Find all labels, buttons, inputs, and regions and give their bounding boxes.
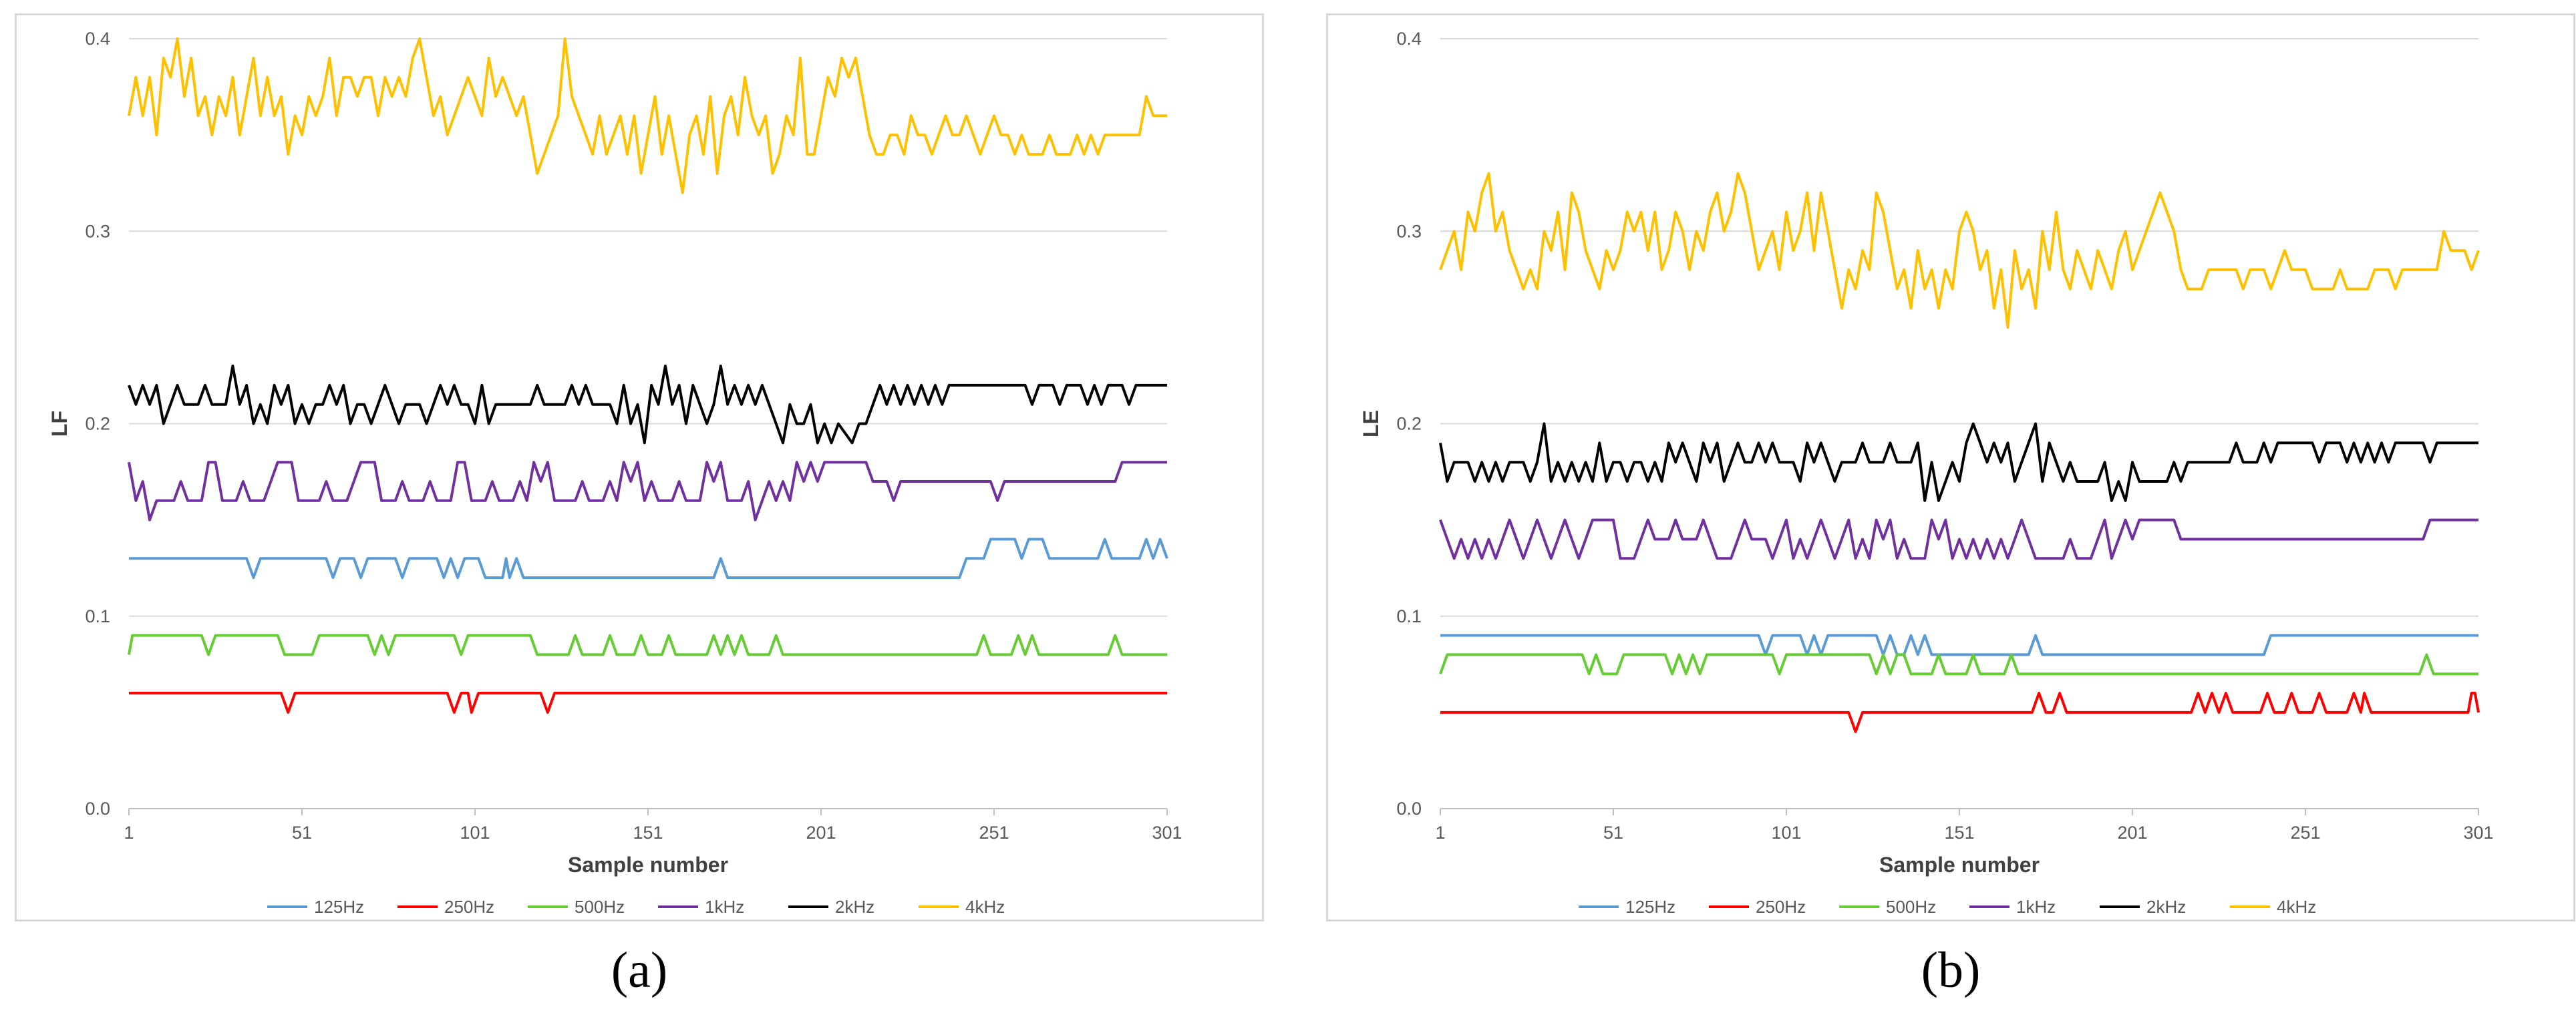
x-axis-title: Sample number bbox=[1879, 853, 2040, 877]
series-line-1khz bbox=[1439, 518, 2478, 560]
x-tick-label: 51 bbox=[292, 823, 312, 843]
caption-b: (b) bbox=[1921, 942, 1981, 998]
series-line-125hz bbox=[1440, 634, 2478, 656]
x-tick-label: 101 bbox=[1771, 823, 1801, 843]
series-line-4khz bbox=[128, 37, 1167, 194]
legend-label-125hz: 125Hz bbox=[314, 897, 364, 917]
legend-label-1khz: 1kHz bbox=[705, 897, 744, 917]
chart-panel-b: 0.0 0.1 0.2 0.3 0.4 1 51 101 151 201 251 301 Sample … bbox=[1326, 13, 2575, 921]
legend-label-2khz: 2kHz bbox=[2146, 897, 2186, 917]
legend-label-4khz: 4kHz bbox=[965, 897, 1005, 917]
x-tick-label: 251 bbox=[979, 823, 1009, 843]
y-tick-label: 0.4 bbox=[1396, 29, 1422, 49]
x-tick-label: 1 bbox=[1435, 823, 1445, 843]
y-tick-label: 0.1 bbox=[85, 606, 110, 626]
series-line-1khz bbox=[128, 461, 1167, 522]
y-tick-label: 0.3 bbox=[1396, 221, 1422, 241]
legend-label-125hz: 125Hz bbox=[1625, 897, 1675, 917]
x-tick-label: 301 bbox=[2463, 823, 2493, 843]
legend-label-500hz: 500Hz bbox=[1886, 897, 1936, 917]
y-tick-label: 0.2 bbox=[1396, 414, 1422, 434]
x-tick-label: 301 bbox=[1152, 823, 1182, 843]
x-tick-label: 151 bbox=[1944, 823, 1974, 843]
legend-label-500hz: 500Hz bbox=[575, 897, 625, 917]
x-tick-label: 51 bbox=[1603, 823, 1623, 843]
y-tick-label: 0.2 bbox=[85, 414, 110, 434]
series-line-500hz bbox=[128, 634, 1167, 656]
y-tick-label: 0.4 bbox=[85, 29, 110, 49]
x-tick-label: 101 bbox=[460, 823, 490, 843]
y-axis-title: LE bbox=[1359, 410, 1383, 437]
series-line-2khz bbox=[1439, 422, 2478, 502]
x-tick-label: 201 bbox=[806, 823, 836, 843]
series-line-250hz bbox=[1440, 692, 2480, 733]
y-tick-label: 0.3 bbox=[85, 221, 110, 241]
legend-label-2khz: 2kHz bbox=[835, 897, 874, 917]
caption-a: (a) bbox=[611, 942, 668, 998]
y-tick-label: 0.1 bbox=[1396, 606, 1422, 626]
y-tick-label: 0.0 bbox=[1396, 799, 1422, 819]
legend-label-250hz: 250Hz bbox=[444, 897, 494, 917]
legend-label-250hz: 250Hz bbox=[1756, 897, 1806, 917]
x-tick-label: 1 bbox=[124, 823, 134, 843]
chart-b: 0.00.10.20.30.41 51 101 151 201 251 301Sample … bbox=[1359, 29, 2494, 917]
series-line-2khz bbox=[128, 365, 1167, 445]
chart-a: 0.00.10.20.30.41 51 101 151 201 251 301Sample … bbox=[47, 29, 1182, 917]
chart-panel-a: 0.0 0.1 0.2 0.3 0.4 1 51 101 151 201 251 301 Sample … bbox=[15, 13, 1264, 921]
series-line-125hz bbox=[129, 538, 1168, 580]
legend-label-4khz: 4kHz bbox=[2277, 897, 2316, 917]
series-line-4khz bbox=[1439, 172, 2480, 329]
x-tick-label: 201 bbox=[2117, 823, 2147, 843]
legend-label-1khz: 1kHz bbox=[2016, 897, 2056, 917]
x-tick-label: 151 bbox=[633, 823, 663, 843]
x-axis-title: Sample number bbox=[568, 853, 728, 877]
y-axis-title: LF bbox=[47, 411, 71, 437]
series-line-500hz bbox=[1439, 653, 2478, 676]
x-tick-label: 251 bbox=[2290, 823, 2320, 843]
y-tick-label: 0.0 bbox=[85, 799, 110, 819]
series-line-250hz bbox=[129, 692, 1167, 714]
